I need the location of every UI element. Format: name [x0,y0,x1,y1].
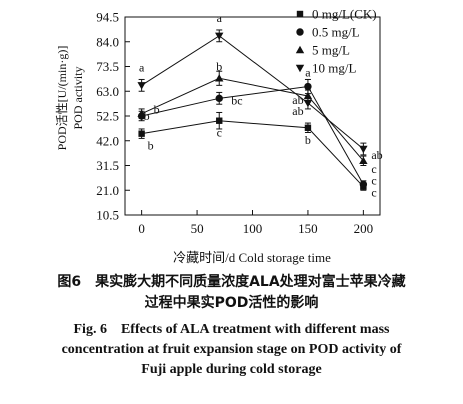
data-point [137,82,146,90]
y-tick-label: 63.0 [96,84,119,99]
significance-label: c [217,126,222,140]
y-tick-label: 10.5 [96,208,119,223]
series-0: b c b c [138,111,377,200]
significance-label: ab [292,93,303,107]
y-tick-label: 73.5 [96,59,119,74]
significance-label: ab [292,104,303,118]
data-point [137,109,146,117]
significance-label: b [216,59,222,73]
y-tick-label: 42.0 [96,133,119,148]
data-point [304,82,312,91]
data-point [215,74,224,82]
data-point [215,94,223,103]
x-tick-label: 50 [191,221,204,236]
significance-label: c [371,162,376,176]
legend-entry: 5 mg/L [312,43,350,58]
x-axis-label: 冷藏时间/d Cold storage time [173,250,331,265]
significance-label: bc [231,93,242,107]
x-tick-label: 100 [243,221,263,236]
significance-label: a [139,60,145,74]
legend: 0 mg/L(CK) 0.5 mg/L 5 mg/L 10 mg/L [295,7,377,76]
axes: 10.5 21.0 31.5 42.0 52.5 63.0 73.5 84.0 94.5 0 50 1… [96,10,381,236]
y-axis-label-zh: POD活性[U/(min·g)] [55,46,69,151]
caption-en-line-3: Fuji apple during cold storage [141,362,322,377]
series-line [141,77,364,162]
data-point [359,156,368,164]
significance-label: b [154,103,160,117]
series-line [141,120,364,188]
data-point [304,124,312,131]
legend-marker [296,28,304,36]
caption-en-line-2: concentration at fruit expansion stage o… [61,342,402,357]
significance-label: b [148,139,154,153]
legend-entry: 0 mg/L(CK) [312,7,377,22]
significance-label: a [217,11,223,25]
series-line [141,85,364,185]
caption-zh-line-1: 图6 果实膨大期不同质量浓度ALA处理对富士苹果冷藏 [57,274,406,290]
data-point [215,32,224,41]
pod-activity-chart: 10.5 21.0 31.5 42.0 52.5 63.0 73.5 84.0 94.5 0 50 1… [55,7,383,266]
significance-label: a [305,66,311,80]
y-tick-label: 31.5 [96,158,119,173]
series-line [141,35,364,150]
legend-entry: 10 mg/L [312,61,356,76]
legend-entry: 0.5 mg/L [312,25,360,40]
y-tick-label: 52.5 [96,109,119,124]
significance-label: c [371,186,376,200]
legend-marker [296,10,304,18]
y-tick-label: 84.0 [96,34,119,49]
data-point [359,145,368,154]
y-axis-label-en: POD activity [71,67,85,130]
significance-label: c [371,173,376,187]
caption-en-line-1: Fig. 6 Effects of ALA treatment with dif… [73,322,390,337]
data-point [359,180,368,189]
data-point [138,130,145,137]
data-point [216,117,223,124]
data-point [303,99,313,108]
significance-label: ab [371,148,382,162]
x-tick-label: 150 [298,221,318,236]
significance-label: b [144,109,150,123]
legend-marker [295,45,305,54]
legend-marker [295,64,305,73]
figure-caption: 图6 果实膨大期不同质量浓度ALA处理对富士苹果冷藏 过程中果实POD活性的影响… [0,272,463,380]
x-tick-label: 200 [354,221,374,236]
x-tick-label: 0 [138,221,145,236]
y-tick-label: 94.5 [96,10,119,25]
caption-zh-line-2: 过程中果实POD活性的影响 [144,295,319,311]
significance-label: b [305,133,311,147]
y-tick-label: 21.0 [96,183,119,198]
